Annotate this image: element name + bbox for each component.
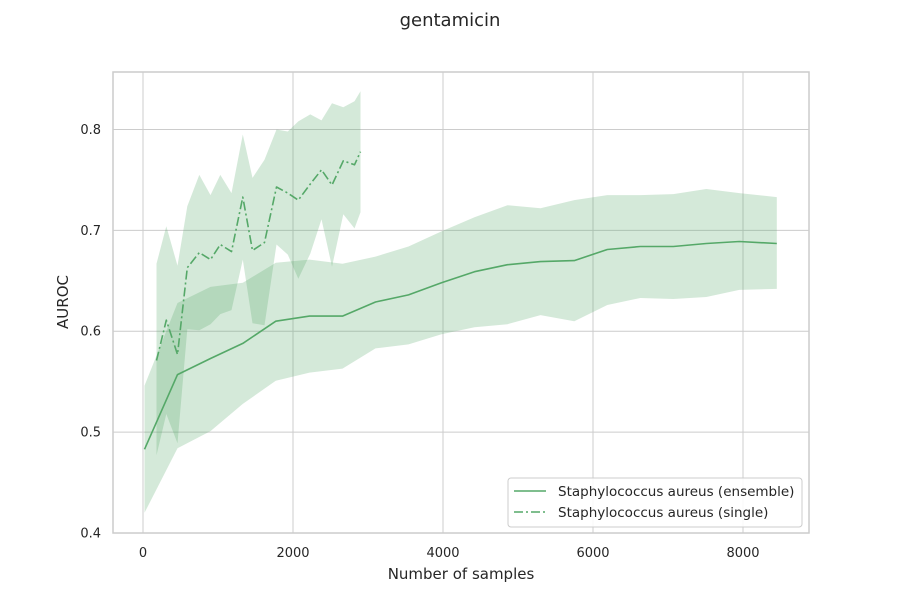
series-line-ensemble [143,240,777,450]
x-axis-label: Number of samples [388,565,535,583]
confidence-band-single [156,91,361,456]
legend-label-single: Staphylococcus aureus (single) [558,505,768,521]
legend-box [507,477,803,528]
x-tick-label: 0 [139,546,147,561]
y-tick-label: 0.8 [80,123,101,138]
confidence-band-ensemble [144,189,777,513]
y-tick-label: 0.6 [80,325,101,340]
y-tick-labels: 0.4 0.5 0.6 0.7 0.8 [80,123,101,542]
legend-label-ensemble: Staphylococcus aureus (ensemble) [558,484,794,500]
x-tick-labels: 0 2000 4000 6000 8000 [139,546,760,561]
series-lines [143,151,777,450]
series-line-single [155,151,362,361]
plot-frame [112,71,810,534]
y-tick-label: 0.4 [80,527,101,542]
y-axis-label: AUROC [54,275,72,329]
x-tick-label: 8000 [726,546,759,561]
x-tick-label: 6000 [576,546,609,561]
y-tick-label: 0.5 [80,426,101,441]
legend: Staphylococcus aureus (ensemble) Staphyl… [507,477,803,528]
x-tick-label: 4000 [426,546,459,561]
confidence-bands [144,91,777,513]
chart-title: gentamicin [400,10,501,31]
x-tick-label: 2000 [276,546,309,561]
y-tick-label: 0.7 [80,224,101,239]
x-gridlines [142,72,744,533]
